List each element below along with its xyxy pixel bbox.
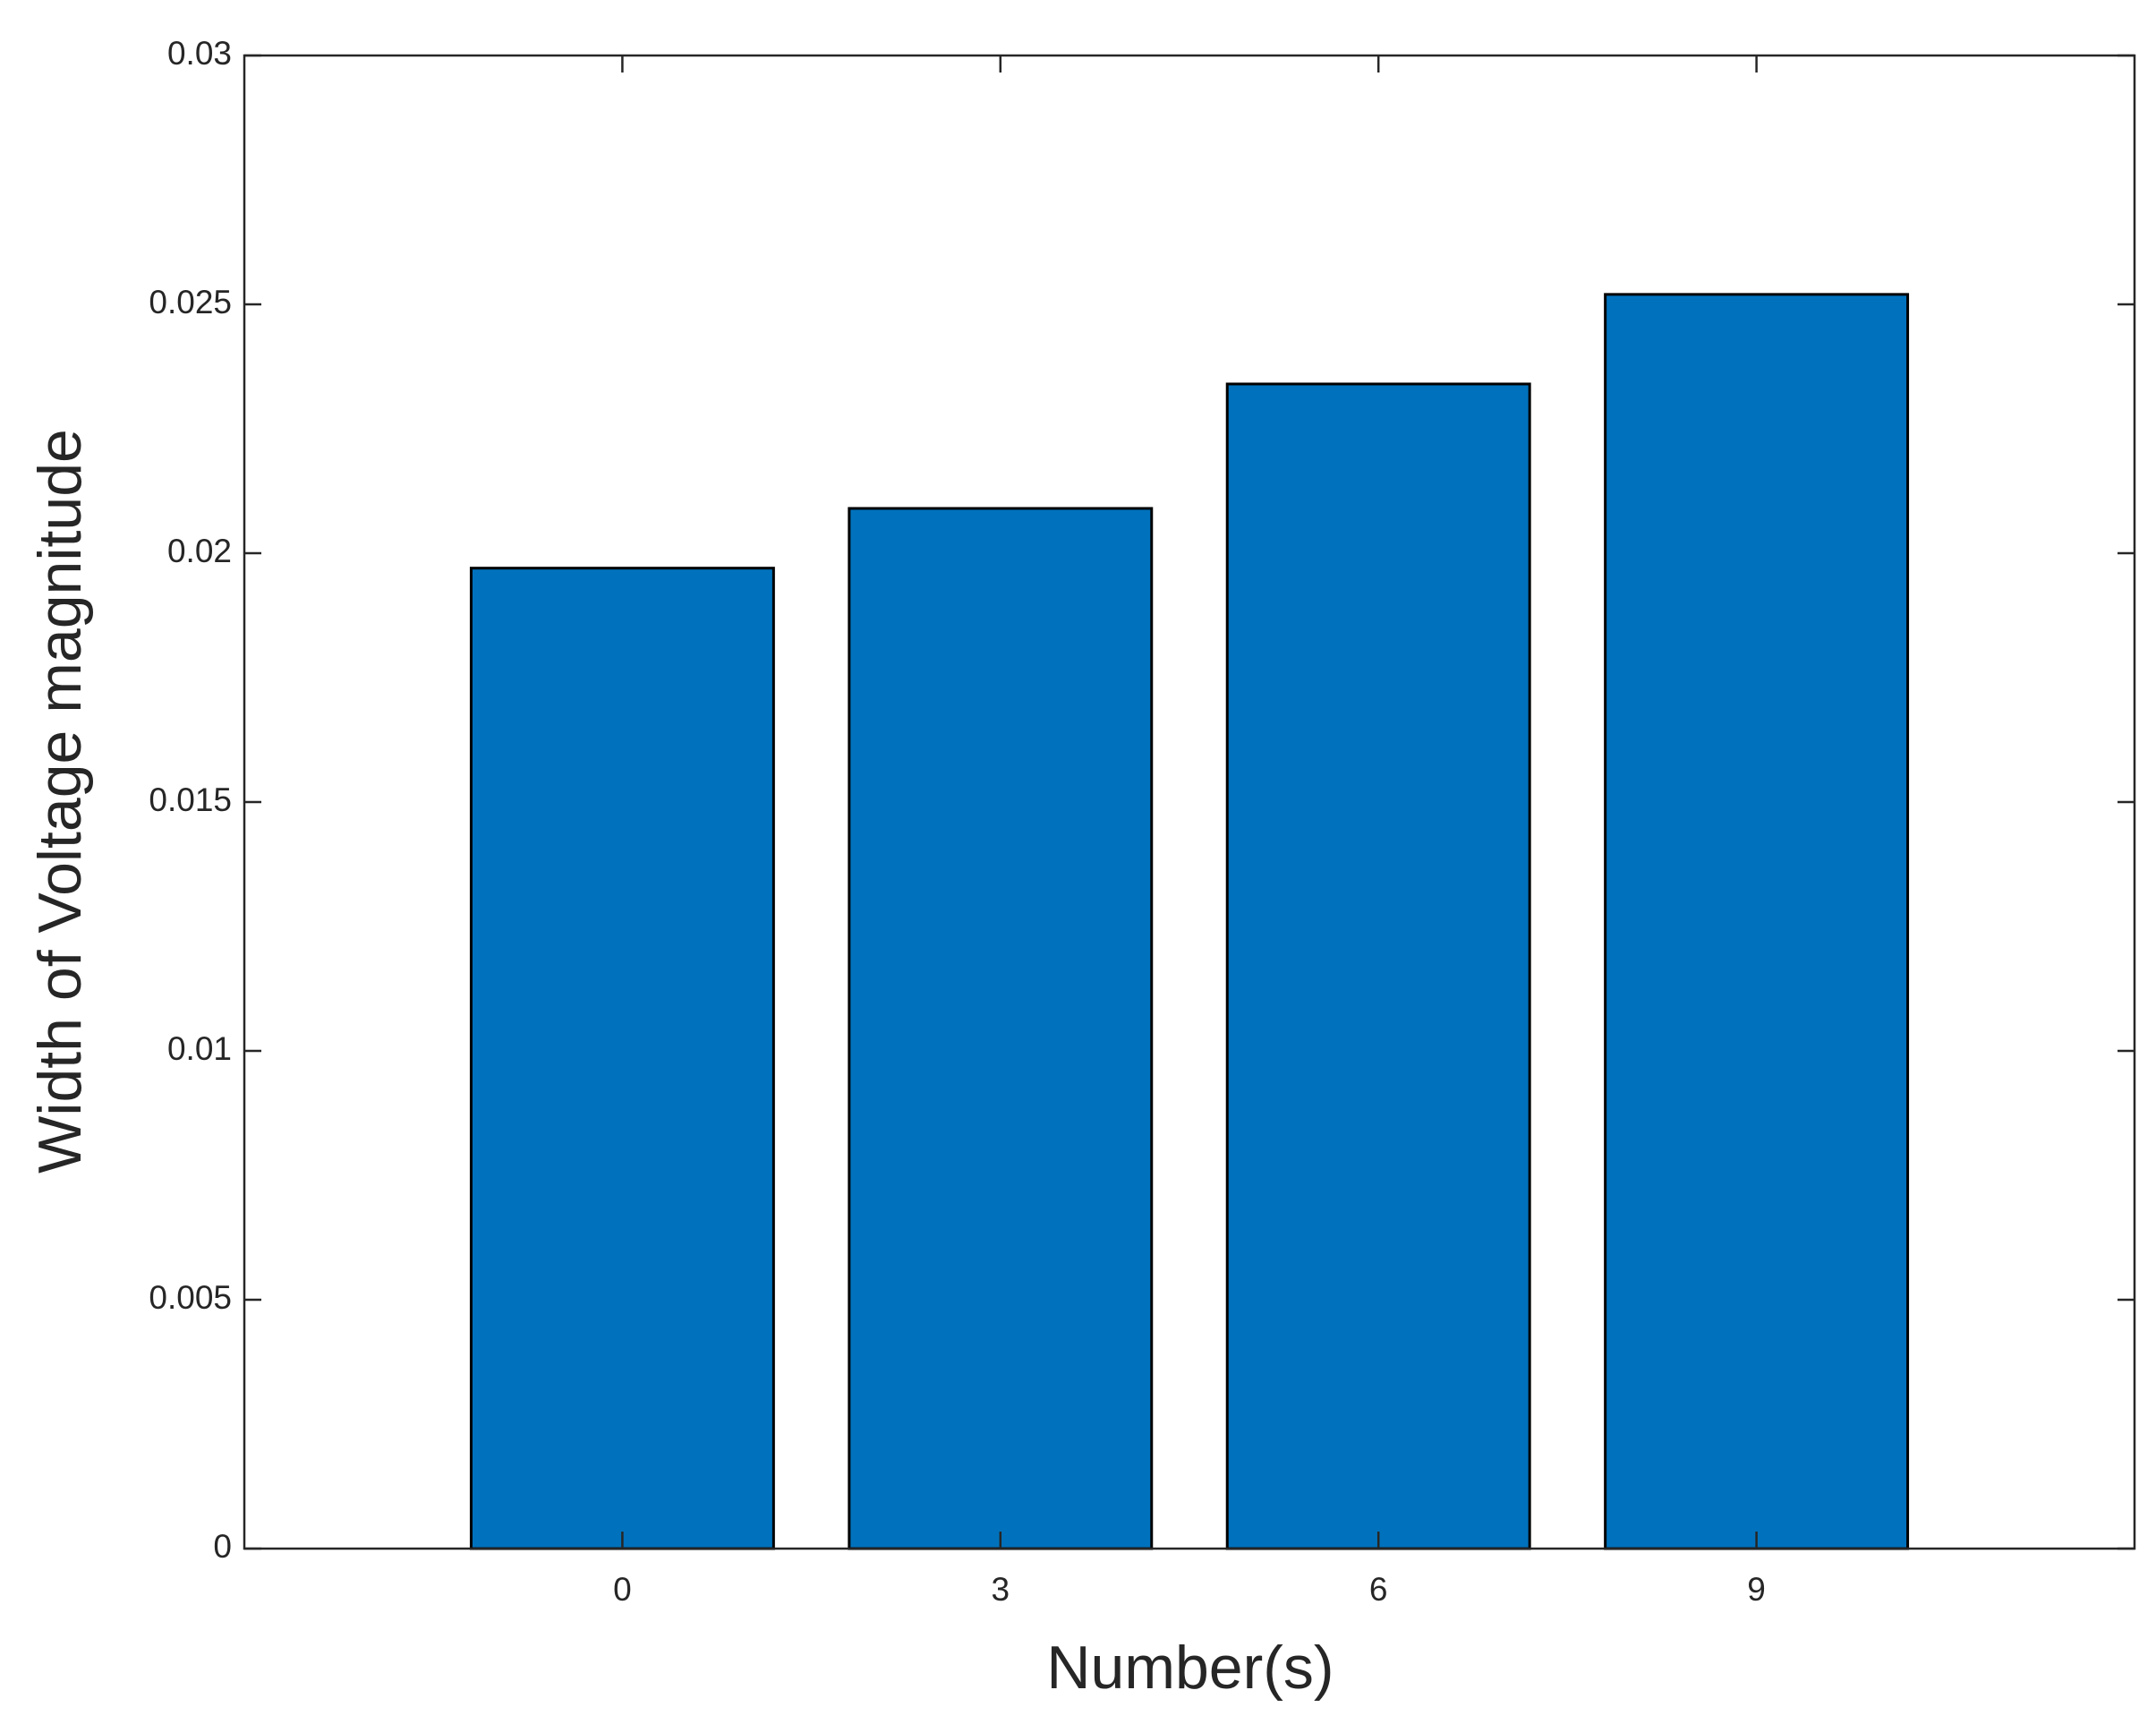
- y-tick-label: 0.025: [149, 284, 232, 320]
- y-tick-label: 0.015: [149, 781, 232, 818]
- bar: [469, 567, 775, 1550]
- y-axis-label: Width of Voltage magnitude: [26, 429, 94, 1174]
- bar: [1225, 382, 1531, 1550]
- bar: [1604, 293, 1910, 1550]
- y-tick-label: 0.005: [149, 1279, 232, 1316]
- y-tick-label: 0.03: [167, 35, 232, 72]
- y-tick-label: 0: [213, 1528, 232, 1565]
- x-tick-label: 6: [1369, 1571, 1388, 1608]
- x-tick-label: 9: [1747, 1571, 1766, 1608]
- bar: [848, 507, 1154, 1550]
- y-tick-label: 0.01: [167, 1030, 232, 1067]
- x-tick-label: 0: [613, 1571, 632, 1608]
- x-axis-label: Number(s): [1046, 1634, 1334, 1702]
- y-tick-label: 0.02: [167, 533, 232, 569]
- x-tick-label: 3: [992, 1571, 1010, 1608]
